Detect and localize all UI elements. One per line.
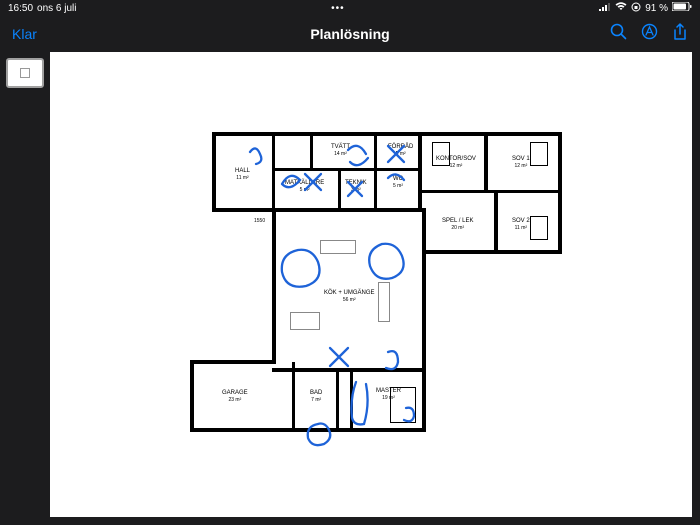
status-center: ••• bbox=[331, 3, 345, 14]
document-canvas[interactable]: 1550 HALL11 m² TVÄTT14 m² MATKÄLLARE5 m²… bbox=[50, 52, 692, 517]
rotation-lock-icon bbox=[631, 2, 641, 15]
wifi-icon bbox=[615, 2, 627, 14]
cellular-icon bbox=[599, 3, 611, 14]
share-icon[interactable] bbox=[672, 23, 688, 46]
status-right: 91 % bbox=[599, 2, 692, 15]
status-left: 16:50 ons 6 juli bbox=[8, 3, 77, 14]
content-area: 1550 HALL11 m² TVÄTT14 m² MATKÄLLARE5 m²… bbox=[0, 52, 700, 525]
markup-icon[interactable] bbox=[641, 23, 658, 45]
floorplan: 1550 HALL11 m² TVÄTT14 m² MATKÄLLARE5 m²… bbox=[190, 132, 570, 452]
canvas-wrap: 1550 HALL11 m² TVÄTT14 m² MATKÄLLARE5 m²… bbox=[50, 52, 700, 525]
page-thumbnail[interactable] bbox=[6, 58, 44, 88]
done-button[interactable]: Klar bbox=[12, 26, 37, 42]
nav-right bbox=[610, 23, 688, 46]
page-title: Planlösning bbox=[310, 26, 389, 42]
nav-left: Klar bbox=[12, 26, 37, 42]
thumbnail-preview bbox=[20, 68, 30, 78]
status-date: ons 6 juli bbox=[37, 3, 76, 14]
battery-icon bbox=[672, 2, 692, 14]
nav-bar: Klar Planlösning bbox=[0, 16, 700, 52]
status-time: 16:50 bbox=[8, 3, 33, 14]
status-bar: 16:50 ons 6 juli ••• 91 % bbox=[0, 0, 700, 16]
multitask-dots-icon[interactable]: ••• bbox=[331, 3, 345, 14]
markup-annotations bbox=[190, 132, 570, 452]
battery-percent: 91 % bbox=[645, 3, 668, 14]
thumbnail-rail bbox=[0, 52, 50, 525]
search-icon[interactable] bbox=[610, 23, 627, 45]
